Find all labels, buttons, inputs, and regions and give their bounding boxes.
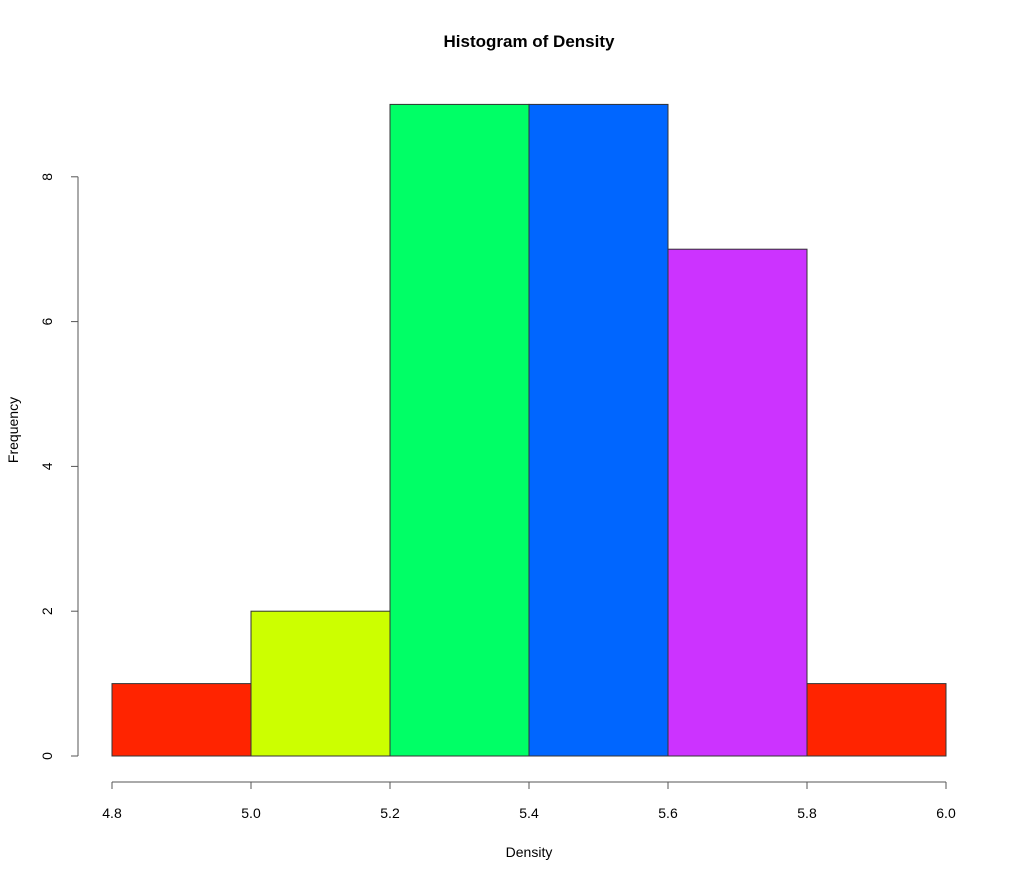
x-axis: 4.8 5.0 5.2 5.4 5.6 5.8 6.0 xyxy=(102,781,956,821)
x-tick-label: 5.8 xyxy=(797,805,817,821)
chart-title: Histogram of Density xyxy=(444,32,616,51)
y-tick-label: 4 xyxy=(39,462,55,470)
x-tick-label: 6.0 xyxy=(936,805,956,821)
histogram-bar xyxy=(250,610,391,757)
y-tick-label: 8 xyxy=(39,173,55,181)
x-tick-label: 5.0 xyxy=(241,805,261,821)
histogram-bar xyxy=(528,103,669,757)
histogram-bar xyxy=(806,683,947,757)
y-tick-label: 6 xyxy=(39,317,55,325)
y-axis-label: Frequency xyxy=(5,397,21,463)
y-axis: 0 2 4 6 8 xyxy=(39,173,79,760)
x-tick-label: 5.4 xyxy=(519,805,539,821)
y-tick-label: 0 xyxy=(39,752,55,760)
y-tick-label: 2 xyxy=(39,607,55,615)
bars-group xyxy=(111,103,947,757)
x-tick-label: 5.6 xyxy=(658,805,678,821)
histogram-bar xyxy=(667,248,808,757)
x-axis-label: Density xyxy=(506,844,553,860)
x-tick-label: 5.2 xyxy=(380,805,400,821)
x-tick-label: 4.8 xyxy=(102,805,122,821)
histogram-bar xyxy=(389,103,530,757)
histogram-bar xyxy=(111,683,252,757)
